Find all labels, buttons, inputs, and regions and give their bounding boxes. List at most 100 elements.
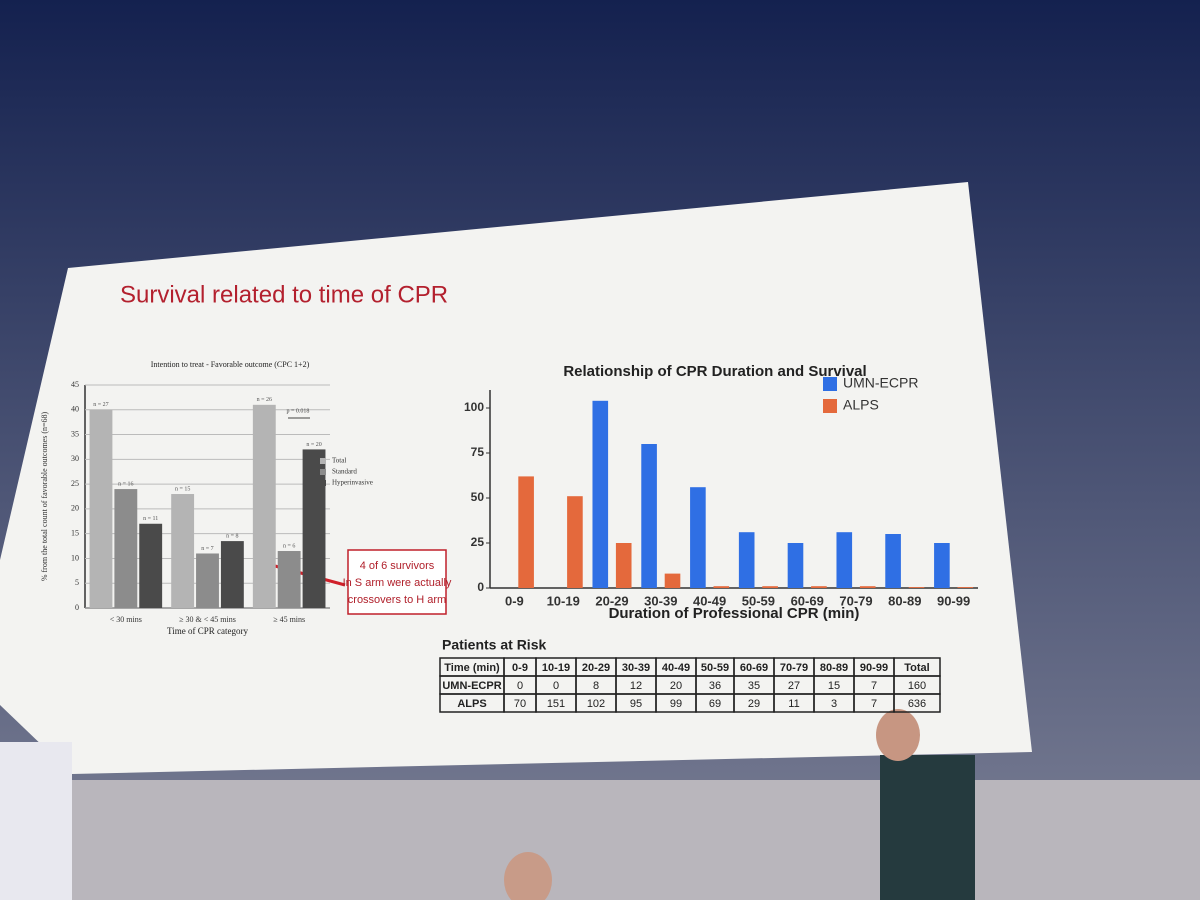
table-text: 7 bbox=[871, 680, 877, 692]
table-text: 7 bbox=[871, 698, 877, 710]
chart-title: Intention to treat - Favorable outcome (… bbox=[151, 360, 310, 369]
bar bbox=[859, 586, 876, 588]
table-title: Patients at Risk bbox=[442, 637, 546, 653]
table-text: 8 bbox=[593, 680, 599, 692]
bar bbox=[114, 489, 138, 608]
table-text: 160 bbox=[908, 680, 926, 692]
bar bbox=[787, 543, 804, 588]
y-tick-label: 15 bbox=[71, 528, 79, 537]
n-label: n = 27 bbox=[93, 402, 108, 408]
legend-swatch bbox=[320, 480, 326, 486]
n-label: n = 6 bbox=[283, 543, 295, 549]
chart-title: Relationship of CPR Duration and Surviva… bbox=[563, 363, 866, 380]
x-axis-label: Time of CPR category bbox=[167, 626, 248, 636]
y-tick-label: 50 bbox=[471, 490, 485, 504]
x-tick-label: 70-79 bbox=[839, 593, 872, 608]
bar bbox=[252, 404, 276, 608]
x-tick-label: 50-59 bbox=[742, 593, 775, 608]
table-text: 10-19 bbox=[542, 662, 570, 674]
legend-label: UMN-ECPR bbox=[843, 375, 918, 391]
x-tick-label: 10-19 bbox=[547, 593, 580, 608]
x-tick-label: ≥ 30 & < 45 mins bbox=[179, 615, 236, 624]
speaker bbox=[880, 755, 975, 900]
bar bbox=[567, 496, 583, 588]
bar bbox=[762, 586, 778, 588]
bar bbox=[592, 400, 609, 588]
table-text: 70 bbox=[514, 698, 526, 710]
table-text: 35 bbox=[748, 680, 760, 692]
n-label: n = 15 bbox=[175, 486, 190, 492]
table-text: Time (min) bbox=[444, 662, 500, 674]
x-tick-label: 20-29 bbox=[595, 593, 628, 608]
n-label: n = 20 bbox=[306, 442, 321, 448]
legend-swatch bbox=[823, 399, 837, 413]
table-text: 80-89 bbox=[820, 662, 848, 674]
slide-title: Survival related to time of CPR bbox=[120, 281, 448, 308]
y-tick-label: 25 bbox=[471, 535, 485, 549]
y-tick-label: 0 bbox=[75, 603, 79, 612]
table-text: 90-99 bbox=[860, 662, 888, 674]
y-axis-label: % from the total count of favorable outc… bbox=[40, 411, 49, 581]
table-text: 102 bbox=[587, 698, 605, 710]
bar bbox=[615, 543, 632, 588]
table-text: 0-9 bbox=[512, 662, 528, 674]
legend-swatch bbox=[320, 469, 326, 475]
y-tick-label: 0 bbox=[477, 580, 484, 594]
table-text: 29 bbox=[748, 698, 760, 710]
legend-label: ALPS bbox=[843, 397, 879, 413]
table-text: 70-79 bbox=[780, 662, 808, 674]
bar bbox=[836, 532, 853, 588]
y-tick-label: 20 bbox=[71, 504, 79, 513]
bar bbox=[738, 532, 755, 588]
n-label: n = 11 bbox=[143, 516, 158, 522]
bar bbox=[196, 553, 219, 608]
callout-text: In S arm were actually bbox=[343, 577, 452, 589]
y-tick-label: 25 bbox=[71, 479, 79, 488]
bar bbox=[518, 476, 534, 588]
annotation: p = 0.018 bbox=[287, 408, 310, 414]
x-tick-label: 40-49 bbox=[693, 593, 726, 608]
table-text: 50-59 bbox=[701, 662, 729, 674]
table-text: ALPS bbox=[457, 698, 486, 710]
bar bbox=[957, 587, 974, 588]
table-text: 12 bbox=[630, 680, 642, 692]
speaker-head bbox=[876, 709, 920, 761]
bar bbox=[885, 534, 901, 588]
table-text: Total bbox=[904, 662, 929, 674]
audience-head bbox=[504, 852, 552, 900]
callout-text: crossovers to H arm bbox=[348, 594, 446, 606]
table-text: 95 bbox=[630, 698, 642, 710]
bar bbox=[934, 543, 950, 588]
bar bbox=[811, 586, 827, 588]
bar bbox=[139, 523, 163, 608]
table-cell bbox=[893, 693, 941, 713]
table-text: 0 bbox=[517, 680, 523, 692]
x-tick-label: < 30 mins bbox=[110, 615, 142, 624]
n-label: n = 26 bbox=[257, 397, 272, 403]
n-label: n = 7 bbox=[201, 546, 213, 552]
callout-box bbox=[347, 549, 447, 615]
legend-label: Standard bbox=[332, 468, 357, 476]
bar bbox=[713, 586, 730, 588]
legend-label: Total bbox=[332, 457, 346, 465]
x-tick-label: 30-39 bbox=[644, 593, 677, 608]
table-text: 27 bbox=[788, 680, 800, 692]
legend-swatch bbox=[823, 377, 837, 391]
x-tick-label: 60-69 bbox=[791, 593, 824, 608]
y-tick-label: 30 bbox=[71, 454, 79, 463]
banner bbox=[0, 742, 72, 900]
x-tick-label: ≥ 45 mins bbox=[273, 615, 305, 624]
bar bbox=[908, 587, 925, 588]
table-text: 20-29 bbox=[582, 662, 610, 674]
n-label: n = 16 bbox=[118, 481, 133, 487]
y-tick-label: 35 bbox=[71, 429, 79, 438]
bar bbox=[277, 551, 301, 608]
wall bbox=[0, 780, 1200, 900]
legend-swatch bbox=[320, 458, 326, 464]
table-text: 151 bbox=[547, 698, 565, 710]
n-label: n = 8 bbox=[226, 533, 238, 539]
table-text: 15 bbox=[828, 680, 840, 692]
bar bbox=[171, 494, 195, 608]
y-tick-label: 40 bbox=[71, 405, 79, 414]
